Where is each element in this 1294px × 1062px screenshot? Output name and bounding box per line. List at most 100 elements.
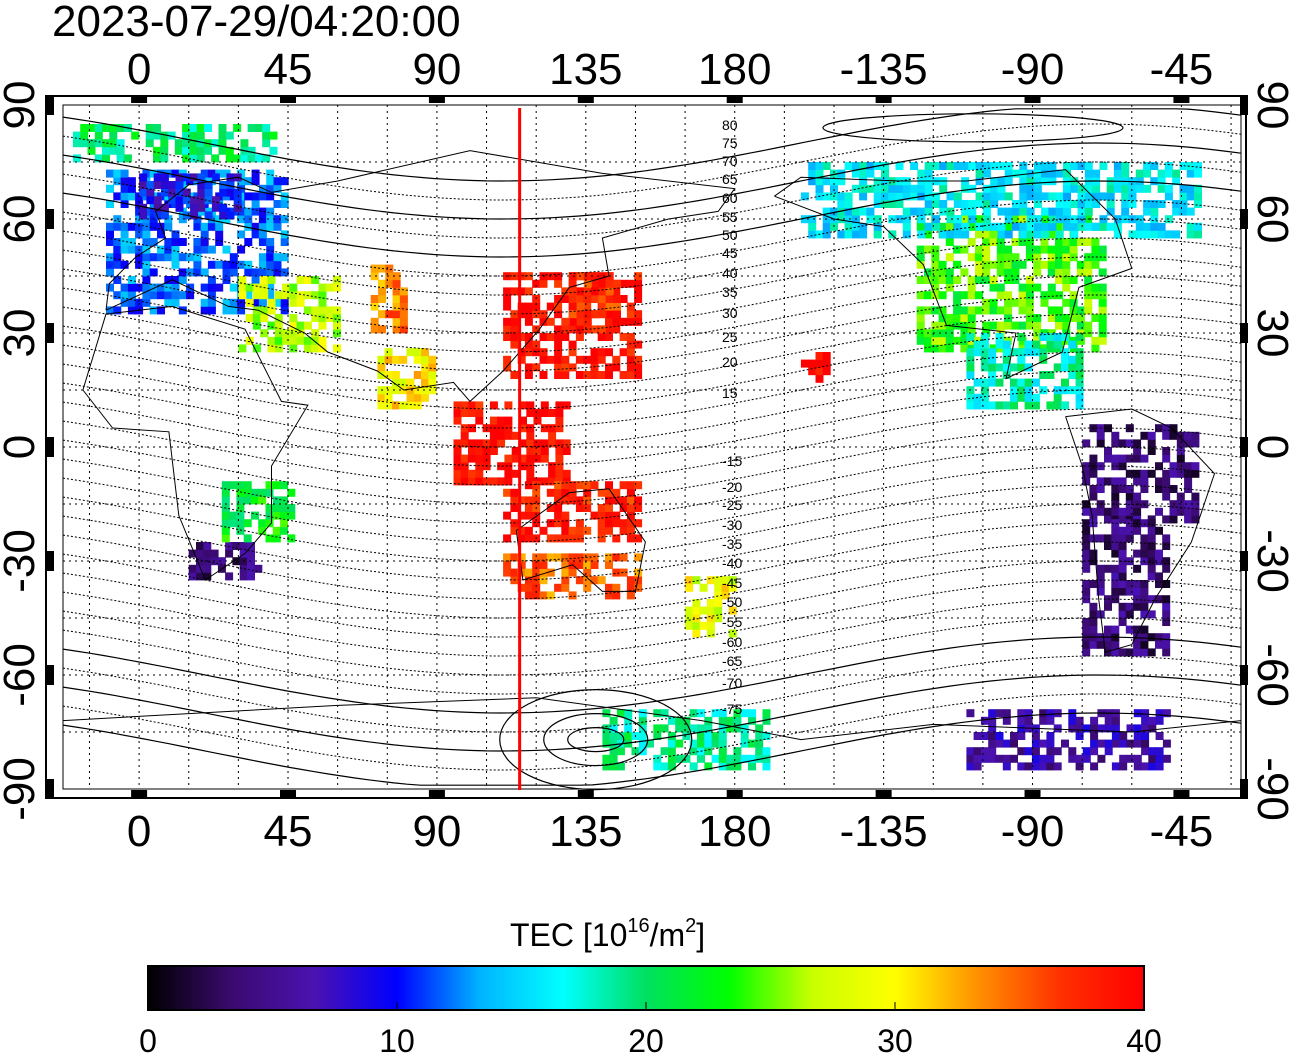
- tec-cell: [561, 568, 570, 577]
- tec-cell: [1002, 401, 1011, 410]
- tec-cell: [1039, 762, 1048, 771]
- tec-cell: [503, 287, 512, 296]
- tec-cell: [1025, 291, 1034, 300]
- tec-cell: [1162, 580, 1171, 588]
- tec-cell: [267, 344, 276, 353]
- tec-cell: [1076, 306, 1085, 315]
- tec-cell: [988, 754, 997, 763]
- tec-cell: [546, 553, 555, 562]
- lat-tick-label-left: 90: [0, 81, 44, 130]
- tec-cell: [1026, 222, 1035, 231]
- tec-cell: [653, 724, 662, 733]
- tec-cell: [575, 553, 584, 562]
- tec-cell: [1125, 439, 1134, 448]
- tec-cell: [1147, 519, 1156, 528]
- tec-cell: [728, 576, 737, 585]
- tec-cell: [160, 173, 169, 182]
- tec-cell: [989, 260, 998, 269]
- tec-cell: [960, 336, 969, 345]
- tec-cell: [888, 184, 897, 193]
- tec-cell: [497, 462, 506, 471]
- tec-cell: [634, 363, 643, 372]
- lon-tick-label-top: 45: [264, 45, 313, 94]
- tec-cell: [1098, 268, 1107, 277]
- tec-cell: [1148, 747, 1157, 756]
- tec-cell: [142, 276, 151, 284]
- coastline-path: [1065, 408, 1216, 653]
- tec-cell: [251, 222, 260, 231]
- tec-cell: [634, 340, 643, 349]
- tec-cell: [815, 359, 824, 368]
- tec-cell: [1179, 200, 1188, 208]
- tec-cell: [539, 576, 548, 585]
- tec-cell: [689, 747, 698, 756]
- tec-cell: [1047, 245, 1056, 254]
- tec-cell: [1184, 515, 1193, 524]
- tec-cell: [996, 238, 1005, 246]
- tec-cell: [996, 321, 1005, 330]
- tec-cell: [266, 268, 275, 277]
- tec-cell: [714, 599, 723, 607]
- tec-cell: [982, 276, 991, 284]
- tec-cell: [638, 716, 647, 725]
- tec-cell: [982, 238, 991, 246]
- tec-cell: [1141, 762, 1150, 771]
- tec-cell: [815, 177, 824, 186]
- tec-cell: [605, 519, 613, 528]
- tec-cell: [215, 230, 224, 239]
- tec-cell: [1024, 340, 1033, 349]
- tec-cell: [1084, 276, 1093, 284]
- tec-cell: [244, 215, 253, 224]
- tec-cell: [989, 298, 998, 307]
- tec-cell: [568, 302, 577, 311]
- tec-cell: [533, 416, 542, 425]
- tec-cell: [605, 310, 613, 319]
- tec-cell: [946, 215, 955, 224]
- tec-cell: [924, 291, 932, 300]
- tec-cell: [844, 230, 853, 239]
- tec-cell: [1104, 507, 1112, 516]
- tec-cell: [524, 272, 533, 281]
- tec-cell: [1143, 230, 1152, 239]
- tec-cell: [1062, 245, 1071, 254]
- tec-cell: [1031, 762, 1040, 771]
- tec-cell: [153, 124, 161, 132]
- tec-cell: [1025, 321, 1034, 330]
- tec-cell: [186, 291, 195, 300]
- tec-cell: [266, 238, 275, 246]
- tec-cell: [113, 276, 122, 284]
- tec-cell: [1090, 762, 1099, 771]
- tec-cell: [946, 162, 955, 170]
- tec-cell: [561, 371, 570, 379]
- tec-cell: [1019, 169, 1028, 178]
- tec-cell: [1179, 192, 1188, 201]
- tec-cell: [609, 754, 618, 763]
- tec-cell: [968, 207, 977, 216]
- tec-cell: [881, 200, 889, 208]
- tec-cell: [616, 709, 625, 718]
- tec-cell: [1172, 200, 1181, 208]
- tec-cell: [1155, 633, 1163, 642]
- tec-cell: [1147, 534, 1156, 543]
- tec-cell: [236, 504, 245, 512]
- tec-cell: [583, 561, 592, 569]
- tec-cell: [916, 260, 925, 269]
- tec-cell: [953, 245, 962, 254]
- tec-cell: [975, 192, 984, 201]
- tec-cell: [225, 131, 234, 140]
- tec-cell: [526, 454, 535, 463]
- tec-cell: [800, 359, 809, 368]
- tec-cell: [626, 348, 635, 357]
- tec-cell: [924, 222, 933, 231]
- tec-cell: [1033, 283, 1042, 292]
- tec-cell: [634, 519, 643, 528]
- tec-cell: [1011, 260, 1020, 269]
- tec-cell: [910, 192, 919, 201]
- tec-cell: [1111, 564, 1120, 573]
- tec-cell: [258, 496, 267, 505]
- tec-cell: [988, 363, 997, 372]
- tec-cell: [421, 371, 429, 379]
- tec-cell: [1133, 709, 1142, 718]
- tec-cell: [318, 321, 327, 330]
- tec-cell: [1155, 462, 1163, 471]
